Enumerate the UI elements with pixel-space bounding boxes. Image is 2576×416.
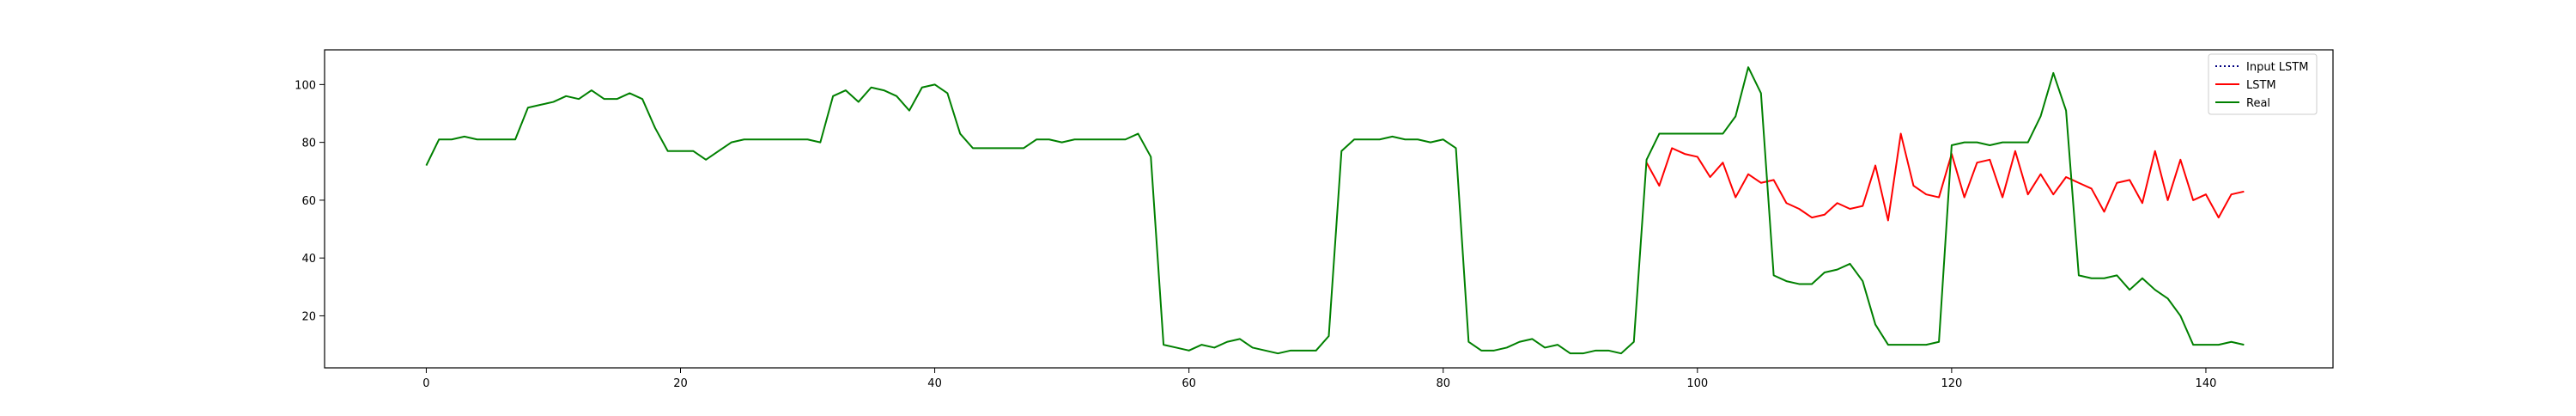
x-tick-label-0: 0 [422,377,429,390]
legend-box [2208,53,2318,115]
plot-area [324,49,2334,369]
x-tick-label-7: 140 [2196,377,2217,390]
x-tick-label-2: 40 [927,377,942,390]
legend-label-1: LSTM [2246,79,2276,92]
plot-frame [324,49,2334,369]
y-tick-label-3: 80 [301,138,316,150]
legend-label-0: Input LSTM [2246,61,2308,74]
y-tick-label-0: 20 [301,310,316,323]
x-tick-label-5: 100 [1686,377,1708,390]
y-tick-label-4: 100 [295,79,316,92]
legend-label-2: Real [2246,97,2270,110]
legend: Input LSTM LSTM Real [2208,53,2318,115]
y-tick-label-2: 60 [301,195,316,208]
x-tick-label-3: 60 [1182,377,1196,390]
x-tick-label-4: 80 [1436,377,1450,390]
series-line-1 [1645,132,2245,222]
x-tick-label-1: 20 [673,377,688,390]
series-line-2 [425,66,2245,355]
axis-ticks: 0 20 40 60 80 100 120 140 20 40 60 80 100 [295,79,2216,390]
y-tick-label-1: 40 [301,253,316,266]
x-tick-label-6: 120 [1941,377,1962,390]
